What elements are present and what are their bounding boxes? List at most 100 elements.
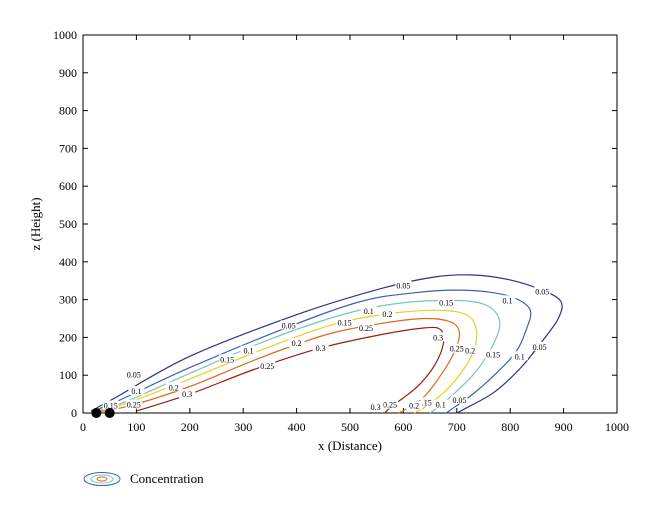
y-tick-label: 500 xyxy=(59,217,77,231)
contour-label-bg xyxy=(179,389,196,399)
contour-label: 0.2 xyxy=(382,310,392,319)
contour-line-0-05 xyxy=(90,274,563,414)
contour-label-bg xyxy=(448,343,465,353)
contour-label-bg xyxy=(312,342,329,352)
contour-label-bg xyxy=(165,382,182,392)
contour-label-bg xyxy=(416,397,433,407)
contour-label: 0.15 xyxy=(220,355,234,364)
x-tick-label: 600 xyxy=(394,420,412,434)
y-tick-label: 900 xyxy=(59,66,77,80)
contour-label: 0.1 xyxy=(503,296,513,305)
contour-label: 0.05 xyxy=(535,287,549,296)
source-point xyxy=(104,408,115,418)
contour-label-bg xyxy=(280,320,297,330)
contour-label-bg xyxy=(288,338,305,348)
legend-contour-icon xyxy=(83,472,121,486)
contour-label: 0.05 xyxy=(282,321,296,330)
contour-label-bg xyxy=(395,280,412,290)
contour-label: 0.15 xyxy=(418,398,432,407)
contour-label: 0.25 xyxy=(359,324,373,333)
contour-label: 0.05 xyxy=(533,343,547,352)
contour-label-bg xyxy=(367,401,384,411)
contour-label-bg xyxy=(360,305,377,315)
contour-label: 0.3 xyxy=(316,344,326,353)
y-tick-label: 100 xyxy=(59,368,77,382)
contour-label: 0.15 xyxy=(338,318,352,327)
source-points xyxy=(91,408,115,418)
contour-label: 0.1 xyxy=(364,307,374,316)
contour-label: 0.05 xyxy=(452,396,466,405)
x-tick-label: 400 xyxy=(288,420,306,434)
contour-label-bg xyxy=(462,345,479,355)
contour-label: 0.1 xyxy=(515,352,525,361)
contour-label-bg xyxy=(219,354,236,364)
y-tick-label: 600 xyxy=(59,179,77,193)
contour-line-0-2 xyxy=(96,309,478,414)
contour-label: 0.3 xyxy=(182,390,192,399)
contour-label-bg xyxy=(432,399,449,409)
x-tick-label: 200 xyxy=(181,420,199,434)
contour-label-bg xyxy=(336,317,353,327)
contour-label-bg xyxy=(259,360,276,370)
contour-label: 0.1 xyxy=(244,347,254,356)
contour-label-bg xyxy=(451,394,468,404)
y-tick-label: 300 xyxy=(59,293,77,307)
y-tick-label: 0 xyxy=(71,406,77,420)
contour-label-bg xyxy=(430,332,447,342)
y-tick-label: 200 xyxy=(59,330,77,344)
x-tick-label: 900 xyxy=(555,420,573,434)
contour-label: 0.1 xyxy=(131,387,141,396)
x-tick-label: 500 xyxy=(341,420,359,434)
contour-line-0-3 xyxy=(136,326,445,414)
contour-label-bg xyxy=(240,345,257,355)
contour-line-0-15 xyxy=(94,299,501,414)
contour-label: 0.15 xyxy=(439,299,453,308)
contour-label: 0.2 xyxy=(465,347,475,356)
contour-label: 0.3 xyxy=(433,333,443,342)
contour-label-bg xyxy=(406,400,423,410)
contour-label: 0.15 xyxy=(104,401,118,410)
x-axis-label: x (Distance) xyxy=(318,438,382,453)
contour-label: 0.25 xyxy=(450,345,464,354)
x-tick-label: 800 xyxy=(501,420,519,434)
contour-label: 0.2 xyxy=(292,339,302,348)
contour-label-bg xyxy=(125,369,142,379)
source-point xyxy=(91,408,102,418)
contour-label: 0.2 xyxy=(409,401,419,410)
contour-label: 0.15 xyxy=(486,350,500,359)
legend: Concentration xyxy=(83,471,204,486)
x-axis-ticks: 0 100 200 300 400 500 600 700 800 900 1000 xyxy=(80,35,629,434)
contour-label: 0.05 xyxy=(127,370,141,379)
contour-label: 0.05 xyxy=(396,282,410,291)
contour-label-bg xyxy=(102,400,119,410)
contour-label-bg xyxy=(531,341,548,351)
y-tick-label: 800 xyxy=(59,104,77,118)
y-tick-label: 400 xyxy=(59,255,77,269)
x-tick-label: 100 xyxy=(127,420,145,434)
y-tick-label: 700 xyxy=(59,141,77,155)
x-tick-label: 0 xyxy=(80,420,86,434)
contour-label-bg xyxy=(125,399,142,409)
y-axis-ticks: 0 100 200 300 400 500 600 700 800 900 1000 xyxy=(53,28,617,420)
contour-label-bg xyxy=(534,286,551,296)
contour-label-bg xyxy=(358,322,375,332)
plot-area xyxy=(82,34,618,414)
contour-line-0-1 xyxy=(93,289,532,414)
contour-label: 0.25 xyxy=(127,401,141,410)
contour-label-bg xyxy=(128,386,145,396)
x-tick-label: 700 xyxy=(448,420,466,434)
contour-label-bg xyxy=(438,297,455,307)
contour-label: 0.3 xyxy=(371,403,381,412)
contour-label-bg xyxy=(382,399,399,409)
x-tick-label: 1000 xyxy=(605,420,629,434)
contour-labels: 0.05 0.05 0.05 0.05 0.05 0.05 0.1 0.1 0.1 0.1 0.1 0… xyxy=(102,280,551,412)
x-tick-label: 300 xyxy=(234,420,252,434)
contour-label: 0.25 xyxy=(260,362,274,371)
contour-label: 0.1 xyxy=(436,401,446,410)
legend-label: Concentration xyxy=(130,471,204,486)
contour-label-bg xyxy=(511,351,528,361)
y-tick-label: 1000 xyxy=(53,28,77,42)
contour-label-bg xyxy=(499,295,516,305)
contour-label-bg xyxy=(485,349,502,359)
